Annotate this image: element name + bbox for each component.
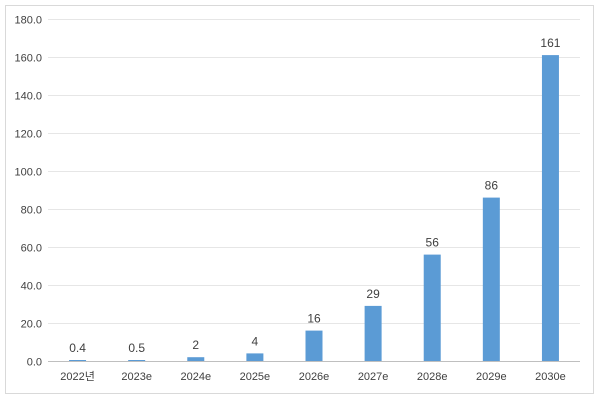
data-labels: 0.4 0.5 2 4 16 29 56 86 161 [69,36,561,355]
x-tick-label: 2028e [417,371,448,383]
data-label: 0.4 [69,341,86,355]
y-tick-label: 60.0 [21,243,42,255]
bar-2030e [541,55,559,361]
bar-2022년 [69,360,87,361]
x-tick-label: 2029e [476,371,507,383]
data-label: 2 [192,338,199,352]
bar-2026e [305,330,323,361]
bar-2023e [128,360,146,361]
x-tick-label: 2026e [299,371,330,383]
bar-2028e [423,254,441,361]
x-tick-label: 2030e [535,371,566,383]
y-tick-label: 40.0 [21,281,42,293]
bar-2025e [246,353,264,361]
y-tick-label: 100.0 [14,167,42,179]
x-tick-label: 2027e [358,371,389,383]
x-tick-label: 2025e [240,371,271,383]
gridlines [48,19,580,362]
data-label: 4 [252,334,259,348]
x-axis: 2022년 2023e 2024e 2025e 2026e 2027e 2028e 2029e… [60,370,565,383]
data-label: 16 [307,312,321,326]
bar-2027e [364,305,382,361]
y-tick-label: 120.0 [14,129,42,141]
y-tick-label: 140.0 [14,91,42,103]
data-label: 29 [366,287,380,301]
y-tick-label: 180.0 [14,15,42,27]
bars [69,55,559,361]
bar-2024e [187,357,205,361]
y-tick-label: 20.0 [21,319,42,331]
x-tick-label: 2024e [180,371,211,383]
bar-2029e [482,197,500,361]
data-label: 86 [485,179,499,193]
data-label: 56 [426,236,440,250]
y-tick-label: 160.0 [14,53,42,65]
y-tick-label: 0.0 [27,357,42,369]
x-tick-label: 2022년 [60,370,95,383]
data-label: 161 [540,36,560,50]
y-axis: 0.0 20.0 40.0 60.0 80.0 100.0 120.0 140.0 160.0 1… [14,15,42,369]
x-tick-label: 2023e [121,371,152,383]
data-label: 0.5 [128,341,145,355]
y-tick-label: 80.0 [21,205,42,217]
